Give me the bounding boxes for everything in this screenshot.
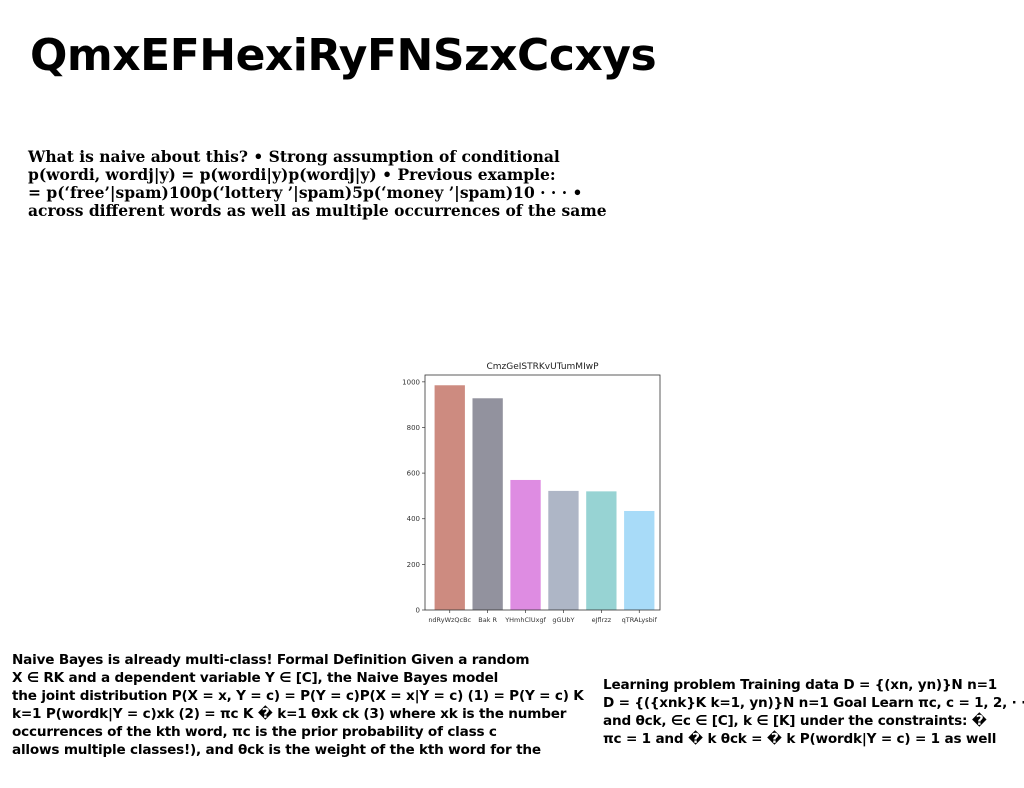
text-line: X ∈ RK and a dependent variable Y ∈ [C],… [12, 670, 499, 686]
text-line: across different words as well as multip… [28, 201, 607, 220]
x-tick-label: eJflrzz [592, 616, 612, 624]
text-line: Naive Bayes is already multi-class! Form… [12, 652, 530, 668]
text-line: k=1 P(wordk|Y = c)xk (2) = πc K � k=1 θx… [12, 706, 567, 722]
text-line: occurrences of the kth word, πc is the p… [12, 724, 497, 740]
bar-chart: CmzGeISTRKvUTumMIwP 0 200 400 600 800 1000 ndRy… [395, 355, 670, 630]
bar [510, 479, 541, 610]
text-line: allows multiple classes!), and θck is th… [12, 742, 541, 758]
y-tick-label: 200 [407, 561, 420, 569]
text-line: p(wordi, wordj|y) = p(wordi|y)p(wordj|y)… [28, 165, 556, 184]
text-line: the joint distribution P(X = x, Y = c) =… [12, 688, 584, 704]
text-line: = p(‘free’|spam)100p(‘lottery ’|spam)5p(… [28, 183, 583, 202]
bar-chart-svg: CmzGeISTRKvUTumMIwP 0 200 400 600 800 1000 ndRy… [402, 362, 661, 624]
bar [548, 490, 579, 610]
text-line: What is naive about this? • Strong assum… [28, 147, 560, 166]
paragraph-naive-assumption: What is naive about this? • Strong assum… [28, 148, 648, 220]
page-title: QmxEFHexiRyFNSzxCcxys [30, 30, 657, 81]
y-tick-label: 600 [407, 470, 420, 478]
x-tick-label: Bak R [478, 616, 497, 624]
y-tick-label: 400 [407, 515, 420, 523]
y-tick-label: 0 [416, 607, 420, 615]
text-line: πc = 1 and � k θck = � k P(wordk|Y = c) … [603, 731, 997, 747]
bar [586, 491, 617, 610]
text-line: Learning problem Training data D = {(xn,… [603, 677, 998, 693]
x-tick-label: ndRyWzQcBc [428, 616, 471, 624]
paragraph-formal-definition: Naive Bayes is already multi-class! Form… [12, 651, 592, 759]
y-tick-label: 1000 [402, 378, 420, 386]
plot-frame [424, 374, 661, 611]
y-tick-label: 800 [407, 424, 420, 432]
x-tick-label: YHmhClUxgf [504, 616, 546, 624]
bar [472, 398, 503, 610]
x-tick-label: gGUbY [552, 616, 574, 624]
chart-title: CmzGeISTRKvUTumMIwP [486, 362, 599, 372]
text-line: D = {({xnk}K k=1, yn)}N n=1 Goal Learn π… [603, 695, 1024, 711]
bar [624, 510, 655, 610]
x-tick-label: qTRALysbif [622, 616, 658, 624]
text-line: and θck, ∈c ∈ [C], k ∈ [K] under the con… [603, 713, 987, 729]
paragraph-learning-problem: Learning problem Training data D = {(xn,… [603, 676, 1024, 748]
bar [434, 385, 465, 610]
